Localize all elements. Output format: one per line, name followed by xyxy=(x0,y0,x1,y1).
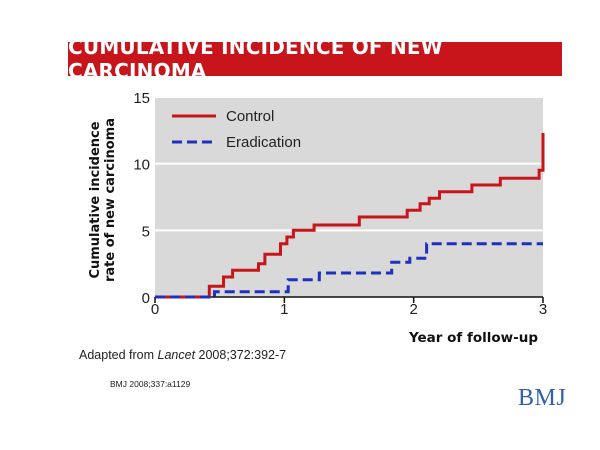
legend-label-control: Control xyxy=(226,108,274,125)
caption-journal: Lancet xyxy=(157,348,196,362)
y-axis-label-line-1: Cumulative incidence xyxy=(88,121,103,278)
caption-prefix: Adapted from xyxy=(79,348,158,362)
legend-label-eradication: Eradication xyxy=(226,134,301,151)
y-tick-label-10: 10 xyxy=(133,157,150,174)
axes: 0 5 10 15 0 1 2 3 xyxy=(133,90,547,318)
x-axis-label: Year of follow-up xyxy=(408,330,538,346)
caption-suffix: 2008;372:392-7 xyxy=(195,348,287,362)
citation: BMJ 2008;337:a1129 xyxy=(110,379,191,389)
y-tick-label-5: 5 xyxy=(142,223,150,240)
plot-area-background xyxy=(155,97,543,297)
bmj-logo: BMJ xyxy=(518,385,567,411)
legend: Control Eradication xyxy=(172,108,301,151)
x-tick-label-3: 3 xyxy=(539,301,547,318)
y-axis-label-line-2: rate of new carcinoma xyxy=(103,118,118,282)
source-caption: Adapted from Lancet 2008;372:392-7 xyxy=(79,348,286,362)
y-tick-label-0: 0 xyxy=(142,290,150,307)
gridlines xyxy=(155,96,543,232)
series-lines xyxy=(155,133,545,299)
series-control-line xyxy=(155,133,545,299)
x-tick-label-1: 1 xyxy=(280,301,288,318)
x-tick-label-0: 0 xyxy=(151,301,159,318)
x-tick-label-2: 2 xyxy=(409,301,417,318)
y-tick-label-15: 15 xyxy=(133,90,150,107)
series-eradication-line xyxy=(155,242,543,299)
